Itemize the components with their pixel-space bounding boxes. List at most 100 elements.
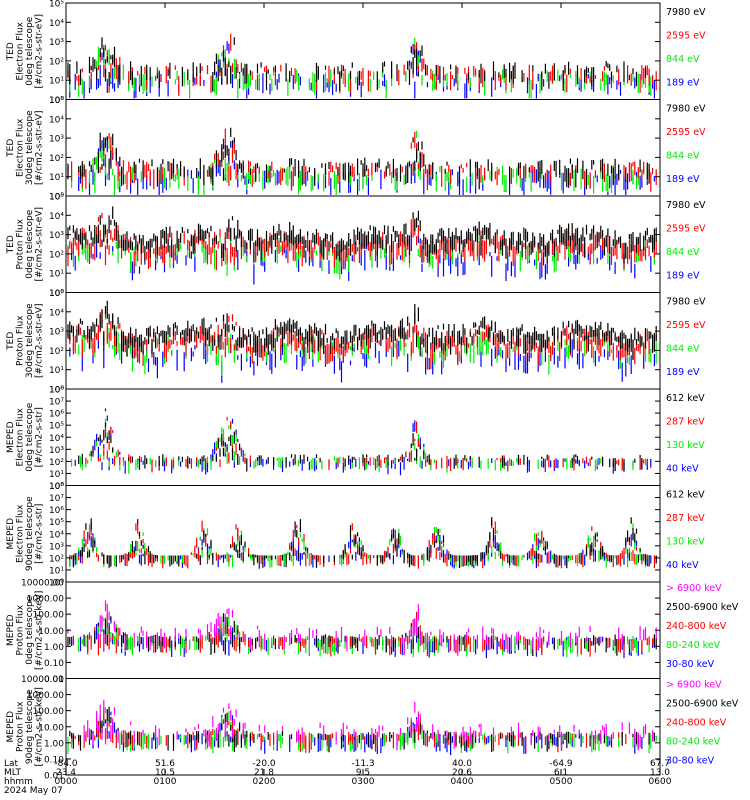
panel-5-ylabel-line: Electron Flux (16, 407, 26, 466)
panel-6-ylabel-line: Electron Flux (16, 504, 26, 563)
panel-5-ytick-label: 10¹ (49, 470, 64, 480)
panel-8-flux-marks (67, 699, 657, 756)
panel-8-ytick-label: 10.00 (38, 723, 64, 733)
panel-2-legend-entry: 844 eV (666, 151, 700, 162)
footer-lat-tick: -84.0 (54, 759, 78, 769)
panel-7-ytick-label: 100.00 (33, 611, 65, 621)
panel-1-legend-entry: 844 eV (666, 54, 700, 65)
panel-8-ylabel-line: MEPED (6, 711, 16, 743)
panel-1-legend-entry: 2595 eV (666, 31, 706, 42)
panel-4-ylabel-line: [#/cm2-s-str-eV] (35, 303, 45, 378)
panel-3-ytick-label: 10³ (49, 231, 64, 241)
panel-6-legend-entry: 612 keV (666, 490, 705, 501)
panel-4-ytick-label: 10¹ (49, 366, 64, 376)
panel-6-ytick-label: 10¹ (49, 566, 64, 576)
panel-3-flux-marks (67, 206, 657, 285)
panel-2-ytick-label: 10¹ (49, 173, 64, 183)
panel-6-ylabel-line: MEPED (6, 518, 16, 550)
footer-lat-tick: -11.3 (351, 759, 374, 769)
panel-1-ytick-label: 10⁵ (49, 0, 64, 10)
panel-5-ylabel-line: 0deg telescope (25, 402, 35, 472)
footer-hhmm-tick: 0500 (550, 777, 573, 787)
panel-8-ylabel-line: [#/cm2-s-str-keV] (35, 687, 45, 766)
panel-4-ytick-label: 10³ (49, 328, 64, 338)
panel-2-ytick-label: 10⁵ (49, 96, 64, 106)
footer-lat-tick: 67.7 (650, 759, 670, 769)
panel-1-legend-entry: 7980 eV (666, 7, 706, 18)
panel-3-ylabel-line: [#/cm2-s-str-eV] (35, 207, 45, 282)
panel-4-legend-entry: 189 eV (666, 367, 700, 378)
panel-2-ytick-label: 10⁴ (49, 115, 64, 125)
footer-mlt-tick: 13.0 (650, 768, 670, 778)
footer-row-label: Lat (4, 759, 19, 769)
panel-3-ytick-label: 10¹ (49, 270, 64, 280)
footer-lat-tick: 51.6 (155, 759, 175, 769)
panel-8-legend-entry: > 6900 keV (666, 680, 722, 691)
panel-5-legend-entry: 130 keV (666, 440, 705, 451)
panel-6-ytick-label: 10² (49, 554, 64, 564)
panel-1-ylabel-line: TED (6, 42, 16, 61)
panel-4-ytick-label: 10² (49, 347, 64, 357)
panel-7-ylabel-line: [#/cm2-s-str-keV] (35, 591, 45, 670)
footer-hhmm-tick: 0000 (55, 777, 78, 787)
panel-2: 10⁰ 10¹ 10² 10³ 10⁴ 10⁵ TED Electron Flux 30deg … (6, 96, 706, 203)
panel-7-legend-entry: 2500-6900 keV (666, 602, 739, 613)
panel-2-ytick-label: 10³ (49, 135, 64, 145)
panel-4-ytick-label: 10⁴ (49, 308, 64, 318)
panel-4-ytick-label: 10⁰ (49, 386, 64, 396)
panel-8-legend-entry: 240-800 keV (666, 718, 727, 729)
footer-mlt-tick: 23.4 (56, 768, 76, 778)
panel-6-ytick-label: 10⁴ (49, 530, 64, 540)
panel-8-legend-entry: 2500-6900 keV (666, 699, 739, 710)
footer-row-label: MLT (4, 768, 22, 778)
panel-6-ylabel-line: [#/cm2-s-str] (35, 504, 45, 564)
panel-8-ytick-label: 1000.00 (27, 691, 64, 701)
panel-4-flux-marks (67, 300, 657, 383)
panel-2-ytick-label: 10² (49, 154, 64, 164)
footer-mlt-tick: 9.5 (356, 768, 370, 778)
panel-6-ytick-label: 10⁶ (49, 506, 64, 516)
panel-5-flux-marks (71, 408, 652, 476)
panel-2-ylabel-line: [#/cm2-s-str-eV] (35, 110, 45, 185)
panel-7-ylabel-line: Proton Flux (16, 604, 26, 655)
panel-2-legend-entry: 7980 eV (666, 104, 706, 115)
panel-6-ytick-label: 10⁰ (49, 579, 64, 589)
panel-3-ylabel-line: Proton Flux (16, 218, 26, 269)
panel-5: 10⁰ 10¹ 10² 10³ 10⁴ 10⁵ 10⁶ 10⁷ 10⁸ MEPED Electron… (6, 386, 705, 493)
panel-5-legend-entry: 612 keV (666, 393, 705, 404)
panel-2-legend-entry: 2595 eV (666, 127, 706, 138)
panel-5-legend-entry: 287 keV (666, 417, 705, 428)
panel-4-ylabel-line: TED (6, 332, 16, 351)
panel-3-ytick-label: 10⁵ (49, 193, 64, 203)
panel-6-legend-entry: 40 keV (666, 560, 699, 571)
panel-7-ytick-label: 0.10 (44, 659, 64, 669)
panel-7-legend-entry: 240-800 keV (666, 621, 727, 632)
footer-hhmm-tick: 0300 (352, 777, 375, 787)
footer-mlt-tick: 20.6 (452, 768, 472, 778)
panel-1-ytick-label: 10² (49, 57, 64, 67)
panel-7-legend-entry: > 6900 keV (666, 583, 722, 594)
panel-6-legend-entry: 130 keV (666, 537, 705, 548)
panel-3-ytick-label: 10⁰ (49, 289, 64, 299)
panel-6-ytick-label: 10⁸ (49, 482, 64, 492)
panel-2-ytick-label: 10⁰ (49, 193, 64, 203)
footer-hhmm-tick: 0400 (451, 777, 474, 787)
panel-6-ytick-label: 10⁷ (49, 494, 64, 504)
panel-5-ytick-label: 10⁵ (49, 422, 64, 432)
panel-8-ytick-label: 10000.00 (21, 675, 64, 685)
panel-3-ytick-label: 10⁴ (49, 212, 64, 222)
panel-4-ylabel-line: 30deg telescope (25, 303, 35, 378)
panel-5-ytick-label: 10⁸ (49, 386, 64, 396)
footer-lat-tick: -64.9 (549, 759, 573, 769)
panel-3-ylabel-line: TED (6, 235, 16, 254)
panel-1-flux-marks (67, 33, 657, 99)
panel-5-ytick-label: 10⁶ (49, 410, 64, 420)
panel-1-ytick-label: 10⁰ (49, 96, 64, 106)
panel-8-legend-entry: 80-240 keV (666, 737, 721, 748)
panel-3-ylabel-line: 0deg telescope (25, 209, 35, 279)
panel-7-flux-marks (67, 600, 657, 659)
panel-6-ytick-label: 10⁵ (49, 518, 64, 528)
panel-7-ytick-label: 10000.00 (21, 579, 64, 589)
